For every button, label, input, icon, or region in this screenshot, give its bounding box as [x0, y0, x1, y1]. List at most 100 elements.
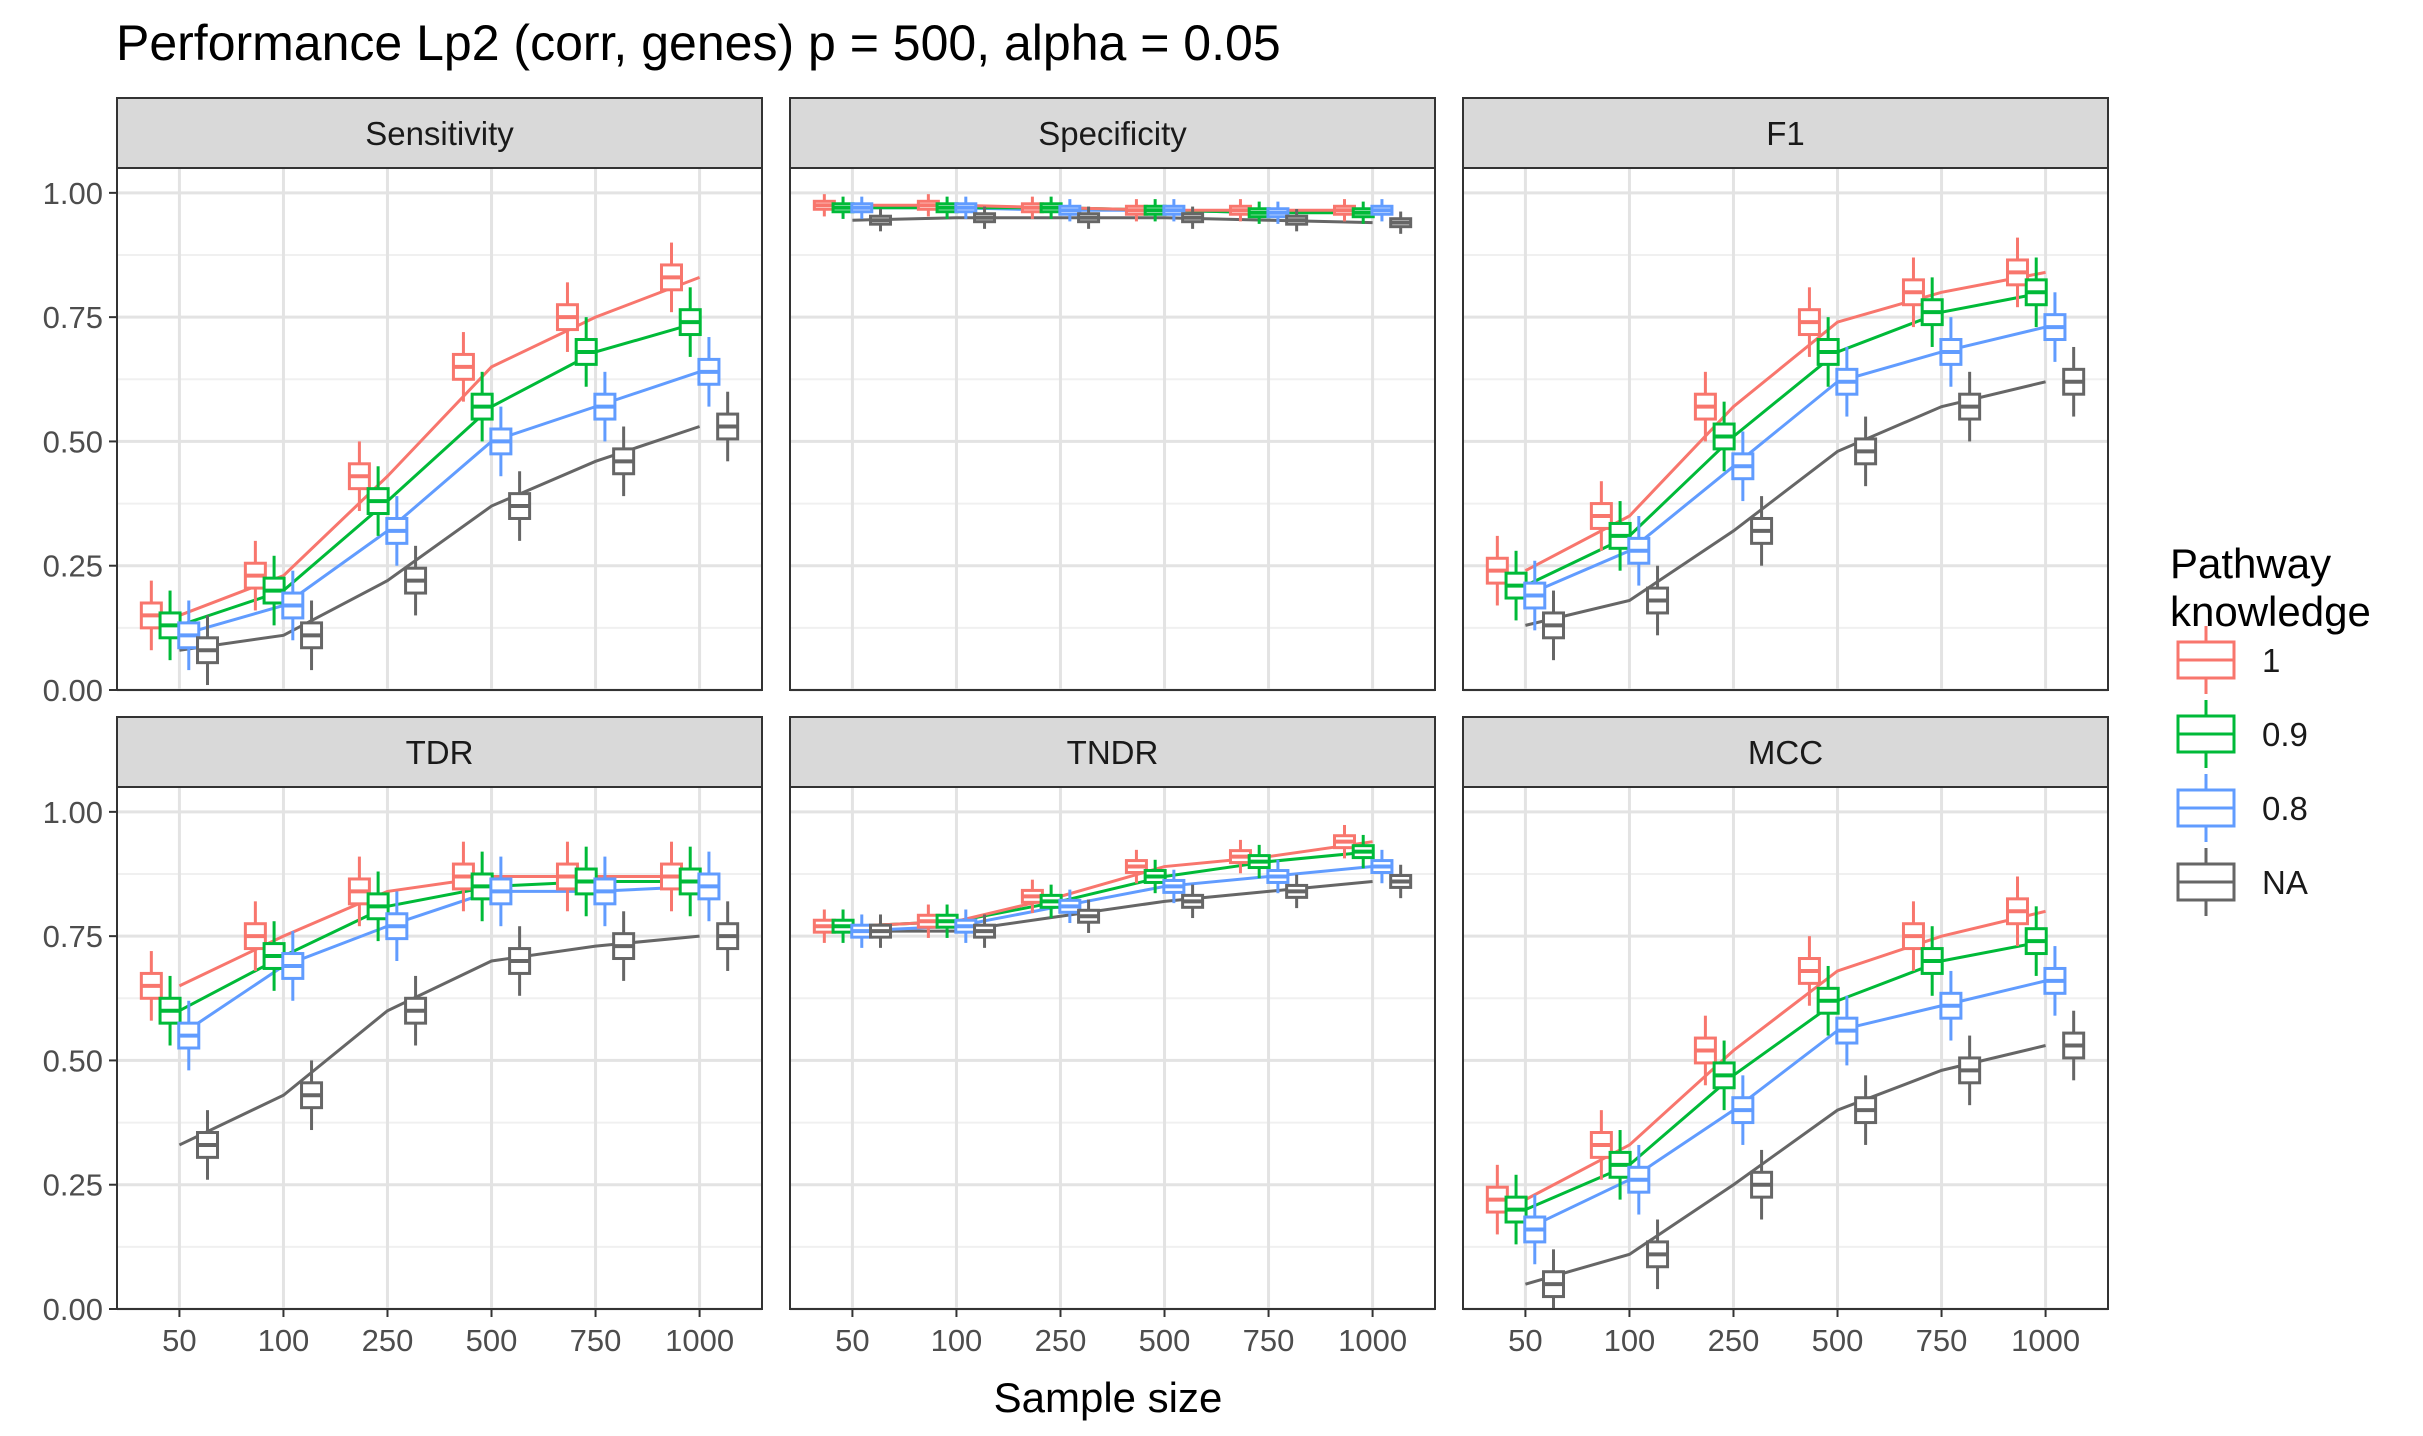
boxplot-NA [1077, 899, 1101, 933]
boxplot-0.9 [2024, 906, 2048, 976]
x-tick-label: 1000 [665, 1323, 734, 1358]
boxplot-NA [2062, 1010, 2086, 1081]
boxplot-NA [300, 1060, 324, 1131]
boxplot-1 [1485, 1164, 1509, 1235]
panel-border [1462, 167, 2109, 691]
boxplot-1 [2005, 237, 2029, 308]
boxplot-0.8 [2043, 292, 2067, 362]
legend-label: 1 [2262, 642, 2280, 679]
boxplot-0.9 [366, 871, 390, 942]
boxplot-1 [1589, 1110, 1613, 1180]
boxplot-0.8 [1058, 889, 1082, 924]
boxplot-0.8 [177, 600, 201, 671]
boxplot-NA [1646, 1219, 1670, 1290]
facet-strip [116, 716, 763, 788]
panel-tndr: TNDR 50 100 250 500 750 1000 [789, 716, 1436, 1358]
boxplot-0.9 [831, 196, 855, 219]
boxplot-0.8 [1731, 431, 1755, 502]
panel-specificity: Specificity [789, 97, 1436, 692]
x-tick-label: 100 [1604, 1323, 1656, 1358]
boxplot-0.8 [281, 931, 305, 1001]
boxplot-1 [1485, 535, 1509, 606]
boxplot-NA [1750, 496, 1774, 566]
boxplot-1 [1901, 257, 1925, 328]
boxplot-0.9 [1712, 401, 1736, 472]
boxplot-0.9 [1247, 201, 1271, 224]
boxplot-0.8 [1939, 317, 1963, 387]
x-tick-label: 50 [162, 1323, 196, 1358]
x-tick-label: 750 [570, 1323, 622, 1358]
boxplot-0.8 [1058, 199, 1082, 222]
boxplot-NA [1077, 206, 1101, 229]
boxplot-1 [916, 194, 940, 217]
boxplot-NA [404, 545, 428, 616]
boxplot-0.8 [593, 856, 617, 927]
boxplot-NA [196, 615, 220, 686]
y-tick-label: 0.50 [43, 1043, 103, 1078]
y-tick-label: 0.75 [43, 919, 103, 954]
boxplot-0.9 [1247, 844, 1271, 879]
legend-label: 0.9 [2262, 716, 2308, 753]
boxplot-0.9 [470, 851, 494, 922]
boxplot-0.9 [935, 904, 959, 938]
legend-keys: 1 0.9 0.8 NA [2176, 626, 2308, 916]
boxplot-0.8 [385, 891, 409, 961]
facet-strip-label: Specificity [1038, 115, 1187, 152]
boxplot-NA [2062, 346, 2086, 417]
boxplot-1 [555, 282, 579, 352]
y-tick-label: 1.00 [43, 795, 103, 830]
x-tick-label: 250 [362, 1323, 414, 1358]
x-tick-label: 50 [835, 1323, 869, 1358]
boxplot-1 [347, 441, 371, 512]
boxplot-1 [1332, 824, 1356, 859]
boxplot-NA [1542, 590, 1566, 661]
boxplot-NA [716, 901, 740, 971]
boxplot-NA [1181, 884, 1205, 919]
panels-group: Sensitivity 0.00 0.25 0.50 0.75 1.00 Specifici… [43, 97, 2109, 1358]
panel-background [790, 168, 1435, 690]
boxplot-0.8 [281, 570, 305, 641]
legend-title-line1: Pathway [2170, 540, 2331, 587]
panel-f1: F1 [1462, 97, 2109, 692]
x-tick-label: 750 [1916, 1323, 1968, 1358]
chart-title: Performance Lp2 (corr, genes) p = 500, a… [116, 15, 1281, 71]
boxplot-NA [1542, 1249, 1566, 1309]
boxplot-1 [1589, 481, 1613, 551]
boxplot-0.9 [1920, 277, 1944, 347]
facet-strip [1462, 716, 2109, 788]
boxplot-1 [451, 332, 475, 402]
boxplot-NA [612, 911, 636, 981]
boxplot-NA [1285, 874, 1309, 909]
boxplot-0.9 [470, 371, 494, 442]
boxplot-0.9 [1816, 965, 1840, 1036]
boxplot-1 [812, 194, 836, 217]
boxplot-0.9 [574, 317, 598, 387]
x-tick-label: 250 [1035, 1323, 1087, 1358]
y-tick-label: 1.00 [43, 176, 103, 211]
boxplot-NA [1958, 371, 1982, 442]
x-tick-label: 500 [1139, 1323, 1191, 1358]
boxplot-0.9 [158, 975, 182, 1046]
boxplot-1 [812, 909, 836, 943]
x-tick-label: 100 [258, 1323, 310, 1358]
boxplot-1 [243, 901, 267, 971]
boxplot-NA [1646, 565, 1670, 636]
facet-strip [116, 97, 763, 169]
boxplot-0.8 [954, 196, 978, 219]
x-tick-label: 100 [931, 1323, 983, 1358]
boxplot-NA [612, 426, 636, 497]
boxplot-0.8 [1939, 970, 1963, 1041]
boxplot-NA [716, 391, 740, 462]
boxplot-NA [1389, 864, 1413, 899]
facet-strip-label: TNDR [1067, 734, 1159, 771]
boxplot-NA [869, 914, 893, 948]
panel-border [116, 786, 763, 1310]
legend-item-0.9: 0.9 [2176, 700, 2308, 768]
boxplot-0.8 [1162, 869, 1186, 904]
boxplot-0.8 [1523, 1194, 1547, 1265]
boxplot-0.8 [1835, 346, 1859, 417]
boxplot-0.8 [1370, 849, 1394, 884]
panel-border [116, 167, 763, 691]
legend-item-1: 1 [2176, 626, 2280, 694]
boxplot-0.9 [1920, 926, 1944, 996]
